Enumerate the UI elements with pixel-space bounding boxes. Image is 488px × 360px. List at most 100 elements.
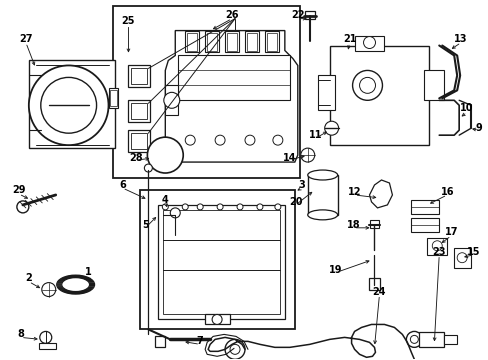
Circle shape — [409, 336, 417, 343]
Bar — [112, 6, 299, 178]
Text: 18: 18 — [346, 220, 360, 230]
Bar — [128, 66, 150, 87]
Polygon shape — [369, 180, 392, 208]
Circle shape — [324, 121, 338, 135]
Bar — [163, 210, 279, 315]
Bar — [266, 32, 276, 50]
Circle shape — [170, 208, 180, 218]
Text: 25: 25 — [122, 15, 135, 26]
Text: 4: 4 — [162, 195, 168, 205]
Polygon shape — [165, 31, 297, 162]
Circle shape — [40, 332, 52, 343]
Bar — [304, 11, 314, 19]
Circle shape — [163, 92, 180, 108]
Circle shape — [182, 204, 188, 210]
Bar — [207, 32, 217, 50]
Text: 23: 23 — [431, 247, 445, 257]
Bar — [246, 32, 256, 50]
Circle shape — [29, 66, 108, 145]
Text: 22: 22 — [290, 10, 304, 20]
Text: 26: 26 — [225, 10, 238, 20]
Bar — [443, 336, 456, 345]
Text: 6: 6 — [119, 180, 125, 190]
Bar — [244, 31, 259, 53]
Circle shape — [352, 71, 382, 100]
Text: 28: 28 — [129, 153, 143, 163]
Text: 20: 20 — [288, 197, 302, 207]
Circle shape — [217, 204, 223, 210]
Bar — [108, 88, 118, 108]
Text: 29: 29 — [12, 185, 25, 195]
Bar — [424, 71, 443, 100]
Bar — [369, 220, 379, 228]
Ellipse shape — [307, 210, 337, 220]
Text: 19: 19 — [328, 265, 342, 275]
Text: 9: 9 — [475, 123, 482, 133]
Circle shape — [237, 204, 243, 210]
Bar — [155, 336, 165, 347]
Bar — [131, 103, 147, 119]
Circle shape — [147, 137, 183, 173]
Circle shape — [41, 283, 56, 297]
Bar — [29, 60, 115, 148]
Bar — [307, 175, 337, 215]
Bar — [187, 32, 197, 50]
Bar — [131, 133, 147, 149]
Text: 24: 24 — [372, 287, 386, 297]
Bar — [185, 31, 199, 53]
Bar — [39, 343, 56, 349]
Text: 13: 13 — [453, 33, 467, 44]
Bar — [205, 315, 229, 324]
Text: 12: 12 — [347, 187, 361, 197]
Text: 1: 1 — [85, 267, 92, 276]
Text: 5: 5 — [142, 220, 148, 230]
Bar — [205, 31, 219, 53]
Circle shape — [215, 135, 224, 145]
Circle shape — [363, 37, 375, 49]
Bar — [226, 32, 237, 50]
Text: 3: 3 — [298, 180, 305, 190]
Text: 27: 27 — [19, 33, 33, 44]
Bar — [140, 190, 294, 329]
Bar — [419, 332, 443, 347]
Text: 7: 7 — [196, 336, 203, 346]
Bar — [329, 45, 428, 145]
Text: 10: 10 — [459, 103, 473, 113]
Circle shape — [456, 253, 466, 263]
Bar — [354, 36, 384, 50]
Bar — [131, 68, 147, 84]
Bar — [317, 75, 334, 110]
Circle shape — [359, 77, 375, 93]
Bar — [128, 130, 150, 152]
Text: 2: 2 — [25, 273, 32, 283]
Circle shape — [431, 241, 441, 251]
Circle shape — [162, 204, 168, 210]
Circle shape — [212, 315, 222, 324]
Circle shape — [272, 135, 282, 145]
Circle shape — [224, 339, 244, 359]
Circle shape — [244, 135, 254, 145]
Bar — [368, 278, 380, 289]
Text: 17: 17 — [444, 227, 457, 237]
Text: 14: 14 — [283, 153, 296, 163]
Bar — [165, 85, 178, 115]
Circle shape — [41, 77, 96, 133]
Circle shape — [300, 148, 314, 162]
Circle shape — [256, 204, 263, 210]
Text: 21: 21 — [342, 33, 356, 44]
Circle shape — [274, 204, 280, 210]
Bar — [264, 31, 278, 53]
Circle shape — [406, 332, 422, 347]
Bar — [410, 200, 438, 214]
Bar — [109, 90, 117, 106]
Circle shape — [197, 204, 203, 210]
Text: 11: 11 — [308, 130, 322, 140]
Circle shape — [17, 201, 29, 213]
Circle shape — [229, 345, 240, 354]
Bar — [453, 248, 470, 268]
Text: 8: 8 — [18, 329, 24, 339]
Bar — [178, 55, 289, 100]
Bar — [410, 218, 438, 232]
Bar — [427, 238, 447, 255]
Bar — [158, 205, 285, 319]
